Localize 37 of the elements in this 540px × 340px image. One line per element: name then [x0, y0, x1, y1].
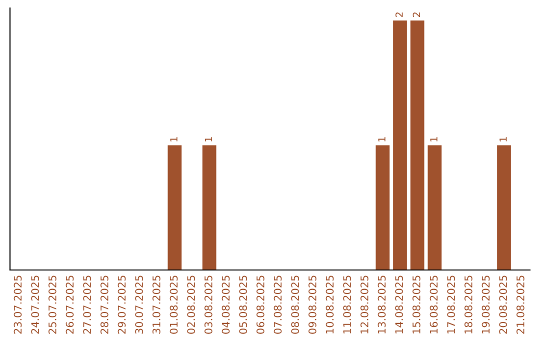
- x-tick-label: 15.08.2025: [412, 276, 420, 334]
- x-tick-label: 07.08.2025: [274, 276, 282, 334]
- x-tick-label: 28.07.2025: [100, 276, 108, 334]
- x-tick-label: 09.08.2025: [308, 276, 316, 334]
- x-tick-label: 10.08.2025: [326, 276, 334, 334]
- x-tick-label: 27.07.2025: [83, 276, 92, 334]
- x-tick-label: 06.08.2025: [256, 276, 264, 334]
- x-tick-label: 02.08.2025: [187, 276, 196, 334]
- x-tick-label: 23.07.2025: [14, 276, 22, 334]
- x-tick-label: 24.07.2025: [31, 276, 40, 334]
- data-label: 1: [170, 137, 178, 142]
- x-tick-label: 04.08.2025: [222, 276, 230, 334]
- x-tick-label: 01.08.2025: [170, 276, 178, 334]
- data-label: 2: [412, 12, 420, 17]
- x-tick-label: 30.07.2025: [135, 276, 144, 334]
- data-label: 2: [395, 12, 403, 17]
- data-label: 1: [378, 137, 386, 142]
- data-label: 1: [430, 137, 438, 142]
- data-label: 1: [500, 137, 507, 142]
- x-tick-label: 31.07.2025: [152, 276, 160, 334]
- x-tick-label: 12.08.2025: [360, 276, 368, 334]
- x-tick-label: 19.08.2025: [482, 276, 490, 334]
- x-tick-label: 13.08.2025: [378, 276, 386, 334]
- x-tick-label: 25.07.2025: [48, 276, 56, 334]
- x-tick-label: 17.08.2025: [447, 276, 456, 334]
- x-tick-label: 26.07.2025: [66, 276, 74, 334]
- x-tick-label: 21.08.2025: [516, 276, 524, 334]
- x-tick-label: 20.08.2025: [499, 276, 508, 334]
- x-tick-label: 05.08.2025: [239, 276, 248, 334]
- x-tick-label: 14.08.2025: [395, 276, 404, 334]
- x-tick-label: 18.08.2025: [464, 276, 472, 334]
- x-tick-label: 08.08.2025: [291, 276, 300, 334]
- x-tick-label: 16.08.2025: [430, 276, 438, 334]
- x-tick-label: 29.07.2025: [118, 276, 126, 334]
- x-tick-label: 11.08.2025: [343, 276, 352, 334]
- x-tick-label: 03.08.2025: [204, 276, 212, 334]
- data-label: 1: [204, 137, 212, 142]
